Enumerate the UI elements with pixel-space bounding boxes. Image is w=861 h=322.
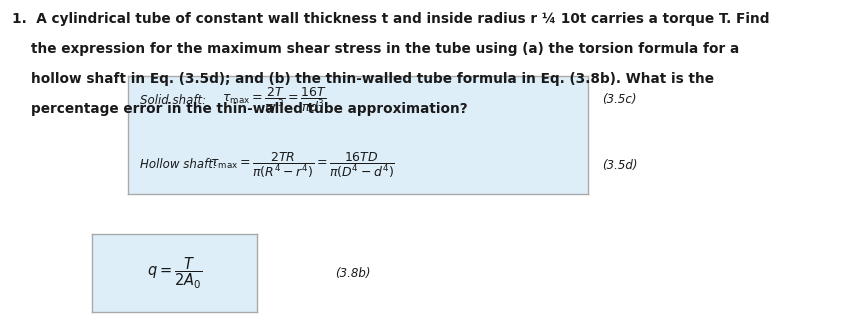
Text: 1.  A cylindrical tube of constant wall thickness t and inside radius r ¼ 10t ca: 1. A cylindrical tube of constant wall t… — [12, 12, 769, 26]
Text: the expression for the maximum shear stress in the tube using (a) the torsion fo: the expression for the maximum shear str… — [12, 42, 739, 56]
Text: (3.5c): (3.5c) — [601, 93, 635, 107]
Text: (3.5d): (3.5d) — [601, 158, 637, 172]
Text: $\tau_{\mathrm{max}} = \dfrac{2TR}{\pi(R^4 - r^4)} = \dfrac{16TD}{\pi(D^4 - d^4): $\tau_{\mathrm{max}} = \dfrac{2TR}{\pi(R… — [210, 150, 394, 180]
Text: $\tau_{\mathrm{max}} = \dfrac{2T}{\pi r^3} = \dfrac{16T}{\pi d^3}$: $\tau_{\mathrm{max}} = \dfrac{2T}{\pi r^… — [222, 86, 326, 114]
Text: Hollow shaft:: Hollow shaft: — [139, 158, 217, 172]
Text: hollow shaft in Eq. (3.5d); and (b) the thin-walled tube formula in Eq. (3.8b). : hollow shaft in Eq. (3.5d); and (b) the … — [12, 72, 713, 86]
Text: (3.8b): (3.8b) — [335, 267, 370, 279]
Text: $q = \dfrac{T}{2A_0}$: $q = \dfrac{T}{2A_0}$ — [146, 255, 202, 291]
Text: Solid shaft:: Solid shaft: — [139, 93, 206, 107]
Text: percentage error in the thin-walled tube approximation?: percentage error in the thin-walled tube… — [12, 102, 467, 116]
